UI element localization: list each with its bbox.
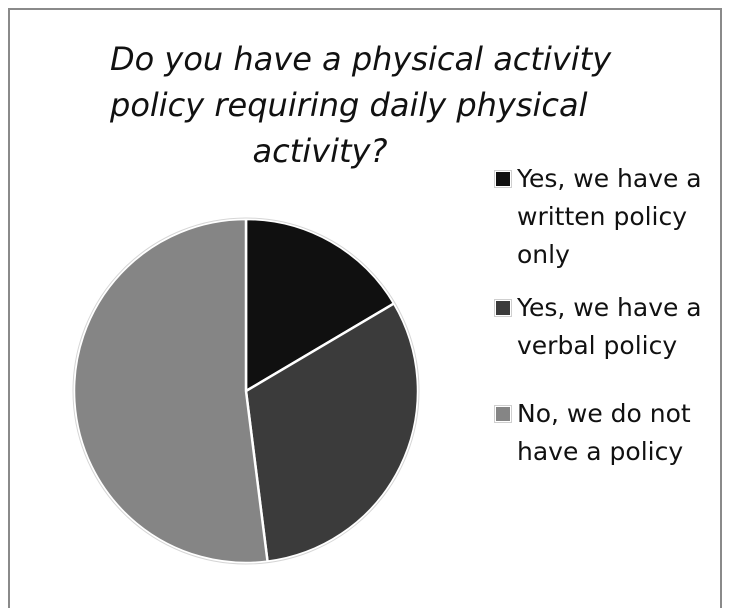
pie-slice-verbal-policy [244, 301, 420, 564]
chart-title: Do you have a physical activity policy r… [110, 36, 612, 174]
chart-title-line-1: Do you have a physical activity [110, 40, 612, 78]
legend-swatch-verbal-policy [494, 299, 512, 317]
pie-outline [72, 217, 420, 565]
pie-slice-no-policy [72, 217, 269, 565]
legend-swatch-written-policy [494, 170, 512, 188]
legend-label-verbal-policy: Yes, we have a verbal policy [517, 293, 702, 360]
chart-legend: Yes, we have a written policy only Yes, … [494, 160, 725, 471]
chart-title-line-2: policy requiring daily physical [110, 86, 588, 124]
legend-item-no-policy: No, we do not have a policy [494, 395, 725, 471]
legend-item-written-policy: Yes, we have a written policy only [494, 160, 725, 274]
pie-slice-written-policy [244, 217, 396, 394]
legend-swatch-no-policy [494, 405, 512, 423]
legend-item-verbal-policy: Yes, we have a verbal policy [494, 289, 725, 365]
legend-label-written-policy: Yes, we have a written policy only [517, 164, 702, 269]
legend-label-no-policy: No, we do not have a policy [517, 399, 691, 466]
chart-title-line-3: activity? [252, 132, 388, 170]
